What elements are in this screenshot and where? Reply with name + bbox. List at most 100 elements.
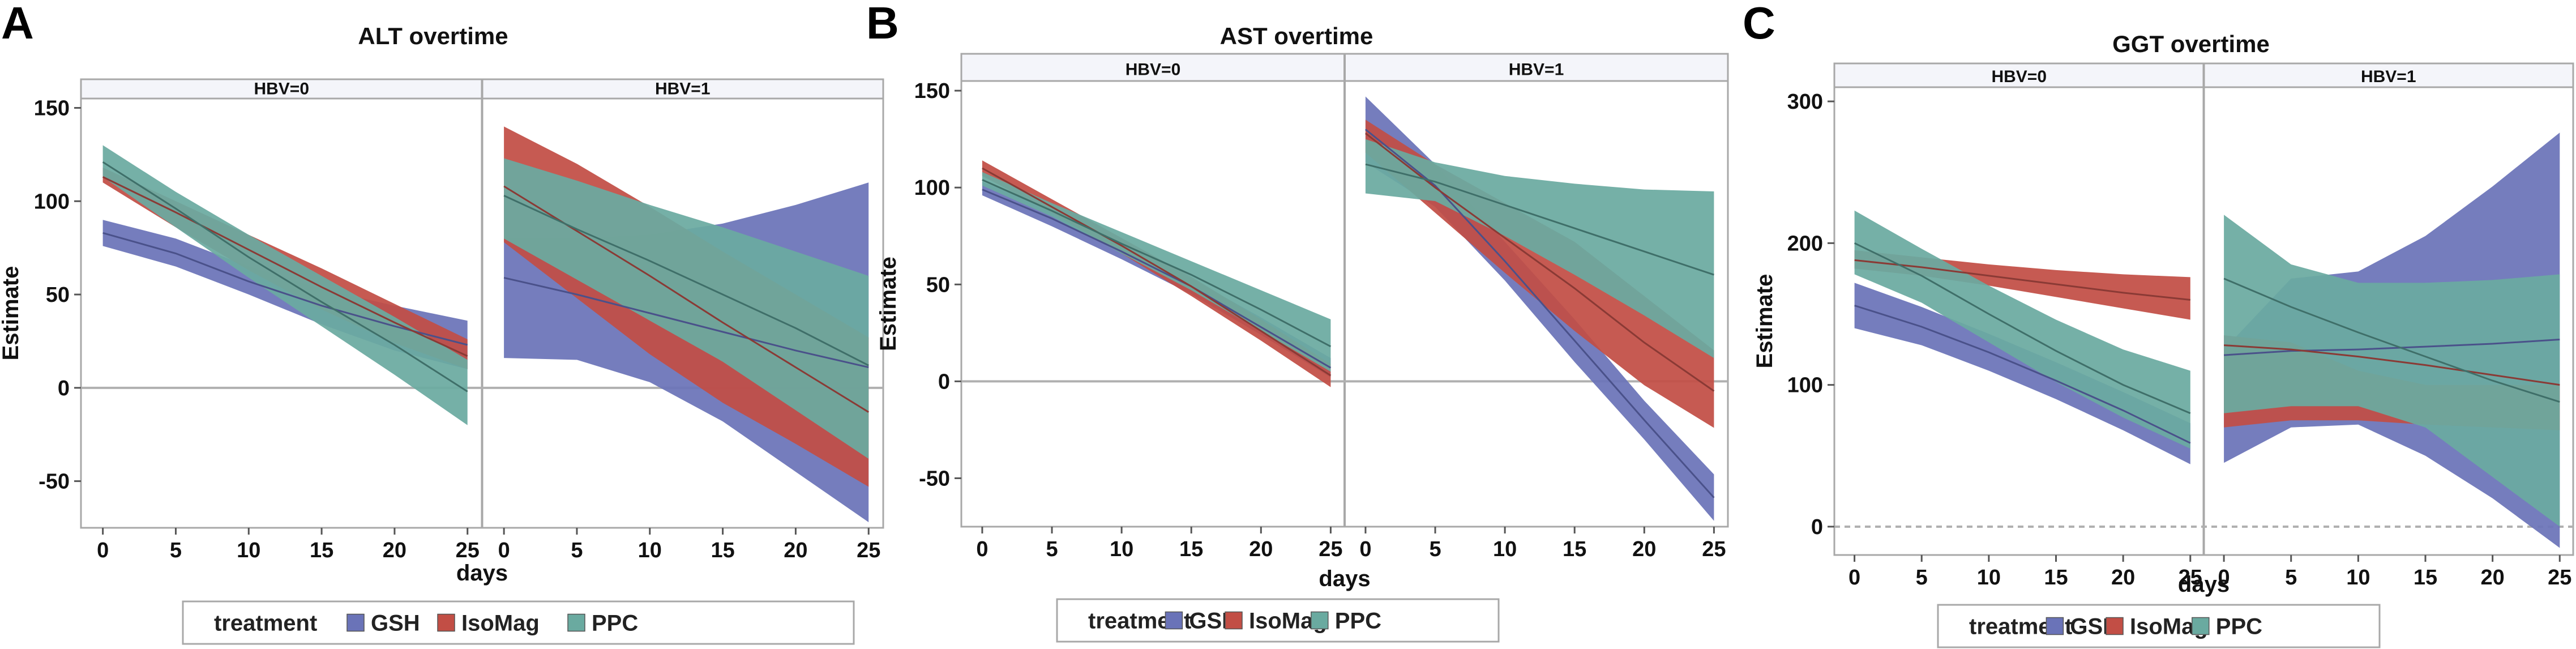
fit-line-gsh (2224, 339, 2560, 356)
y-tick-label: -50 (38, 470, 70, 494)
facet-strip (2203, 62, 2574, 88)
x-axis-label: days (456, 561, 508, 586)
y-axis-label: Estimate (0, 266, 23, 361)
legend-swatch-ppc (567, 613, 585, 632)
x-tick-label: 0 (976, 537, 988, 561)
x-tick-label: 5 (571, 539, 583, 562)
chart-b: B AST overtime HBV=0 HBV=1 0 5 10 15 20 25 0 5 10 15 2… (866, 0, 1729, 643)
y-tick-label: 100 (1787, 374, 1823, 398)
x-tick-label: 15 (310, 539, 333, 562)
y-tick-label: 0 (1811, 515, 1823, 539)
x-tick-label: 0 (97, 539, 109, 562)
x-tick-label: 25 (2548, 566, 2571, 590)
fit-line-isomag (1854, 259, 2190, 301)
y-tick-label: 150 (914, 79, 950, 103)
facet-hbv-0 (982, 160, 1332, 387)
y-axis-label: Estimate (1752, 274, 1777, 369)
legend-swatch-gsh (1165, 611, 1183, 630)
facet-strip (1343, 53, 1729, 82)
panel-letter: A (1, 0, 34, 48)
facet-label: HBV=0 (254, 80, 309, 99)
legend-label-gsh: GSH (371, 611, 420, 636)
facet-strip (481, 78, 884, 100)
x-tick-label: 20 (2480, 566, 2504, 590)
chart-a: A ALT overtime HBV=0 HBV=1 0 5 10 15 20 25 0 5 10 15 2… (0, 0, 884, 645)
x-tick-label: 10 (1977, 566, 2001, 590)
y-tick-label: 0 (58, 377, 70, 400)
x-tick-label: 5 (170, 539, 182, 562)
legend-label-isomag: IsoMag (461, 611, 540, 636)
chart-title: GGT overtime (2112, 31, 2270, 57)
facet-label: HBV=0 (1991, 67, 2047, 86)
x-tick-label: 10 (1493, 537, 1517, 561)
x-tick-label: 10 (638, 539, 662, 562)
legend-swatch-isomag (2106, 617, 2124, 635)
y-tick-label: 0 (938, 370, 950, 394)
chart-title: ALT overtime (358, 23, 508, 49)
fit-line-isomag (2224, 344, 2560, 386)
fit-line-ppc (1854, 242, 2191, 415)
facet-strip (960, 53, 1346, 82)
legend-swatch-isomag (437, 613, 455, 632)
y-tick-label: 100 (34, 190, 70, 214)
legend-box (1937, 604, 2381, 648)
legend-label-ppc: PPC (592, 611, 638, 636)
fit-line-ppc (102, 161, 468, 392)
chart-title: AST overtime (1220, 23, 1373, 49)
legend-box (1056, 598, 1500, 643)
x-tick-label: 10 (237, 539, 260, 562)
legend-box (182, 600, 855, 645)
facet-label: HBV=1 (2361, 67, 2416, 86)
y-tick-label: 50 (46, 283, 70, 307)
legend-swatch-ppc (2192, 617, 2210, 635)
y-tick-label: 100 (914, 176, 950, 200)
chart-c: C GGT overtime HBV=0 HBV=1 0 5 10 15 20 25 0 5 10 15 2… (1743, 0, 2574, 648)
legend-title: treatment (214, 611, 317, 636)
y-tick-label: 200 (1787, 232, 1823, 255)
x-tick-label: 15 (1179, 537, 1203, 561)
x-tick-label: 20 (2111, 566, 2135, 590)
legend-swatch-ppc (1311, 611, 1329, 630)
x-tick-label: 5 (1916, 566, 1928, 590)
fit-line-gsh (1854, 305, 2191, 444)
panel-letter: B (866, 0, 899, 48)
confidence-band-ppc (982, 172, 1331, 372)
fit-line-ppc (1365, 163, 1714, 276)
legend: treatment GSH IsoMag PPC (182, 600, 855, 645)
facet-label: HBV=1 (1509, 60, 1564, 79)
x-tick-label: 0 (1848, 566, 1860, 590)
fit-line-gsh (102, 232, 468, 346)
legend-swatch-gsh (346, 613, 365, 632)
confidence-band-ppc (2224, 215, 2560, 527)
x-tick-label: 20 (1249, 537, 1273, 561)
x-axis-label: days (2178, 572, 2230, 597)
legend-label-ppc: PPC (1335, 609, 1381, 634)
y-tick-label: 50 (926, 273, 950, 297)
x-tick-label: 15 (1563, 537, 1586, 561)
facet-hbv-1 (1364, 96, 1715, 521)
x-tick-label: 10 (1110, 537, 1133, 561)
confidence-band-ppc (102, 145, 468, 425)
fit-line-isomag (102, 176, 468, 357)
fit-line-ppc (982, 179, 1332, 348)
x-tick-label: 25 (1702, 537, 1726, 561)
legend-label-ppc: PPC (2216, 614, 2262, 639)
legend-swatch-gsh (2046, 617, 2064, 635)
facet-hbv-1 (2223, 133, 2560, 548)
x-tick-label: 25 (857, 539, 880, 562)
y-tick-label: 150 (34, 96, 70, 120)
facet-hbv-1 (503, 126, 869, 523)
fit-line-isomag (982, 167, 1332, 377)
facet-label: HBV=1 (655, 80, 711, 99)
confidence-band-ppc (1365, 139, 1714, 358)
fit-line-gsh (503, 276, 869, 369)
x-tick-label: 10 (2346, 566, 2370, 590)
facet-hbv-0 (102, 145, 468, 425)
x-tick-label: 20 (784, 539, 807, 562)
x-tick-label: 0 (1359, 537, 1371, 561)
fit-line-gsh (982, 189, 1332, 369)
y-tick-label: -50 (919, 467, 950, 490)
